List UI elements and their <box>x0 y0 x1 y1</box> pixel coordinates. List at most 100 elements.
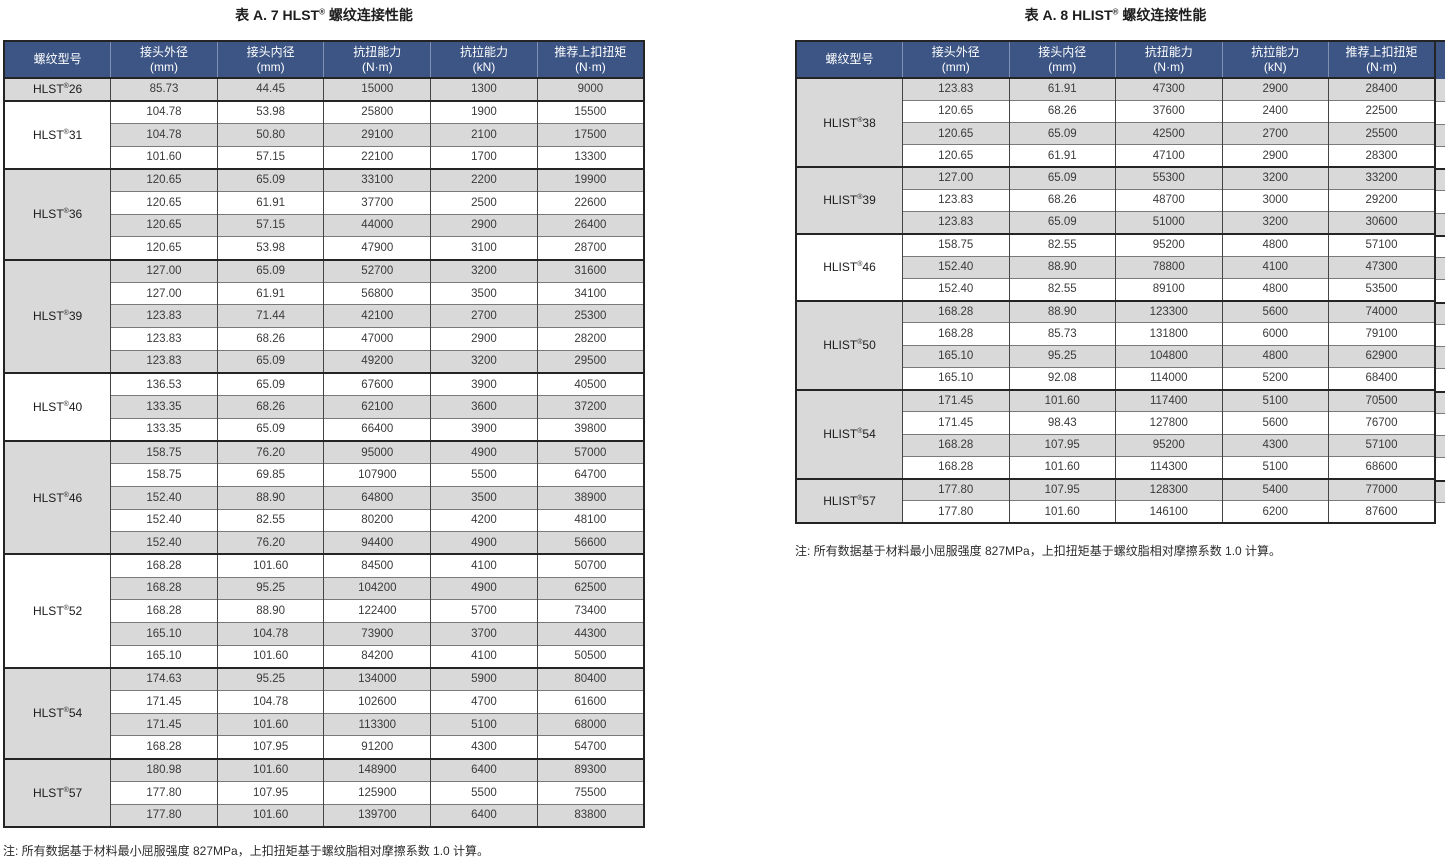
data-cell: 152.40 <box>110 485 218 510</box>
column-header: 接头外径 (mm) <box>902 41 1009 79</box>
table-row: 171.45 101.60 113300 5100 68000 <box>4 712 644 736</box>
model-cell: HLST®57 <box>4 757 111 827</box>
data-cell: 5600 <box>1221 299 1329 323</box>
data-cell: 171.45 <box>902 388 1009 412</box>
data-cell: 177.80 <box>902 477 1009 501</box>
data-cell: 91200 <box>323 735 431 759</box>
data-cell: 2400 <box>1221 99 1329 123</box>
data-cell: 2900 <box>430 213 538 237</box>
table-row: HLIST®39 127.00 65.09 55300 3200 33200 <box>796 165 1435 234</box>
data-cell: 82.55 <box>1008 277 1116 301</box>
table-row: HLST®57 180.98 101.60 148900 6400 89300 <box>4 757 644 827</box>
column-header: 螺纹型号 <box>796 41 903 79</box>
data-cell: 2100 <box>430 122 538 147</box>
data-cell: 123.83 <box>110 304 218 328</box>
data-cell: 76.20 <box>216 440 324 464</box>
data-cell: 28400 <box>1328 76 1435 101</box>
table-row: HLST®26 85.73 44.45 15000 1300 9000 <box>4 77 644 101</box>
edge-strip-row <box>1436 101 1445 123</box>
data-cell: 50.80 <box>216 122 324 147</box>
data-cell: 22100 <box>323 145 431 169</box>
data-cell: 57100 <box>1328 232 1435 256</box>
data-cell: 30600 <box>1328 210 1435 234</box>
data-cell: 146100 <box>1115 500 1222 523</box>
data-cell: 1900 <box>430 99 538 124</box>
data-cell: 125900 <box>323 780 431 804</box>
data-cell: 180.98 <box>110 757 218 782</box>
data-cell: 56600 <box>536 531 644 555</box>
data-cell: 34100 <box>536 281 644 305</box>
data-cell: 65.09 <box>216 417 324 441</box>
data-cell: 102600 <box>323 690 431 714</box>
table-row: 152.40 82.55 89100 4800 53500 <box>796 277 1435 301</box>
data-cell: 78800 <box>1115 255 1222 279</box>
data-cell: 52700 <box>323 258 431 283</box>
header-row: 螺纹型号 接头外径 (mm) 接头内径 (mm) 抗扭能力 (N·m) 抗拉能力 (kN) 推荐上… <box>796 41 1435 79</box>
registered-trademark-symbol: ® <box>1112 7 1119 17</box>
data-cell: 1700 <box>430 145 538 169</box>
model-cell: HLST®46 <box>4 439 111 555</box>
data-cell: 73900 <box>323 622 431 646</box>
data-cell: 29500 <box>536 349 644 373</box>
table-row: 120.65 65.09 42500 2700 25500 <box>796 121 1435 145</box>
data-cell: 127.00 <box>902 165 1009 190</box>
data-cell: 37600 <box>1115 99 1222 123</box>
data-cell: 113300 <box>323 712 431 736</box>
table-a8-title: 表 A. 8 HLIST® 螺纹连接性能 <box>795 5 1436 25</box>
data-cell: 31600 <box>536 258 644 283</box>
data-cell: 4700 <box>430 690 538 714</box>
table-row: 168.28 85.73 131800 6000 79100 <box>796 322 1435 345</box>
data-cell: 168.28 <box>110 553 218 578</box>
registered-trademark-symbol: ® <box>63 310 69 318</box>
table-row: 127.00 61.91 56800 3500 34100 <box>4 281 644 305</box>
table-row: HLST®40 136.53 65.09 67600 3900 40500 <box>4 371 644 441</box>
registered-trademark-symbol: ® <box>857 428 863 435</box>
data-cell: 127.00 <box>110 281 218 305</box>
data-cell: 123.83 <box>110 349 218 373</box>
data-cell: 76700 <box>1328 411 1435 434</box>
data-cell: 107.95 <box>1008 477 1116 501</box>
data-cell: 2900 <box>1221 76 1329 101</box>
model-cell: HLST®31 <box>4 99 111 169</box>
table-row: 152.40 76.20 94400 4900 56600 <box>4 531 644 555</box>
data-cell: 75500 <box>536 780 644 804</box>
data-cell: 37700 <box>323 190 431 215</box>
data-cell: 104.78 <box>110 99 218 124</box>
data-cell: 50700 <box>536 553 644 578</box>
data-cell: 61.91 <box>216 281 324 305</box>
data-cell: 39800 <box>536 417 644 441</box>
data-cell: 123.83 <box>110 327 218 351</box>
table-row: 152.40 82.55 80200 4200 48100 <box>4 508 644 532</box>
table-row: 123.83 65.09 49200 3200 29500 <box>4 349 644 373</box>
data-cell: 4300 <box>1221 433 1329 457</box>
data-cell: 2700 <box>430 304 538 328</box>
data-cell: 168.28 <box>902 299 1009 323</box>
table-row: 120.65 61.91 37700 2500 22600 <box>4 190 644 215</box>
edge-strip-row <box>1436 234 1445 257</box>
data-cell: 123.83 <box>902 76 1009 101</box>
header-row: 螺纹型号 接头外径 (mm) 接头内径 (mm) 抗扭能力 (N·m) 抗拉能力 (kN) 推荐上… <box>4 41 644 79</box>
data-cell: 3900 <box>430 417 538 441</box>
data-cell: 3500 <box>430 485 538 510</box>
edge-strip-row <box>1436 390 1445 413</box>
data-cell: 62500 <box>536 576 644 600</box>
table-row: HLST®46 158.75 76.20 95000 4900 57000 <box>4 439 644 555</box>
edge-strip-row <box>1436 457 1445 479</box>
data-cell: 1300 <box>430 77 538 101</box>
data-cell: 47000 <box>323 327 431 351</box>
data-cell: 65.09 <box>216 349 324 373</box>
data-cell: 95.25 <box>216 666 324 691</box>
edge-strip-row <box>1436 212 1445 235</box>
data-cell: 133.35 <box>110 395 218 419</box>
data-cell: 77000 <box>1328 477 1435 501</box>
data-cell: 25300 <box>536 304 644 328</box>
data-cell: 57.15 <box>216 145 324 169</box>
edge-strip-row <box>1436 323 1445 346</box>
table-a7-title: 表 A. 7 HLST® 螺纹连接性能 <box>3 5 645 25</box>
registered-trademark-symbol: ® <box>857 194 863 202</box>
data-cell: 73400 <box>536 599 644 623</box>
data-cell: 168.28 <box>902 322 1009 345</box>
registered-trademark-symbol: ® <box>63 707 69 715</box>
data-cell: 3100 <box>430 236 538 260</box>
data-cell: 4300 <box>430 735 538 759</box>
